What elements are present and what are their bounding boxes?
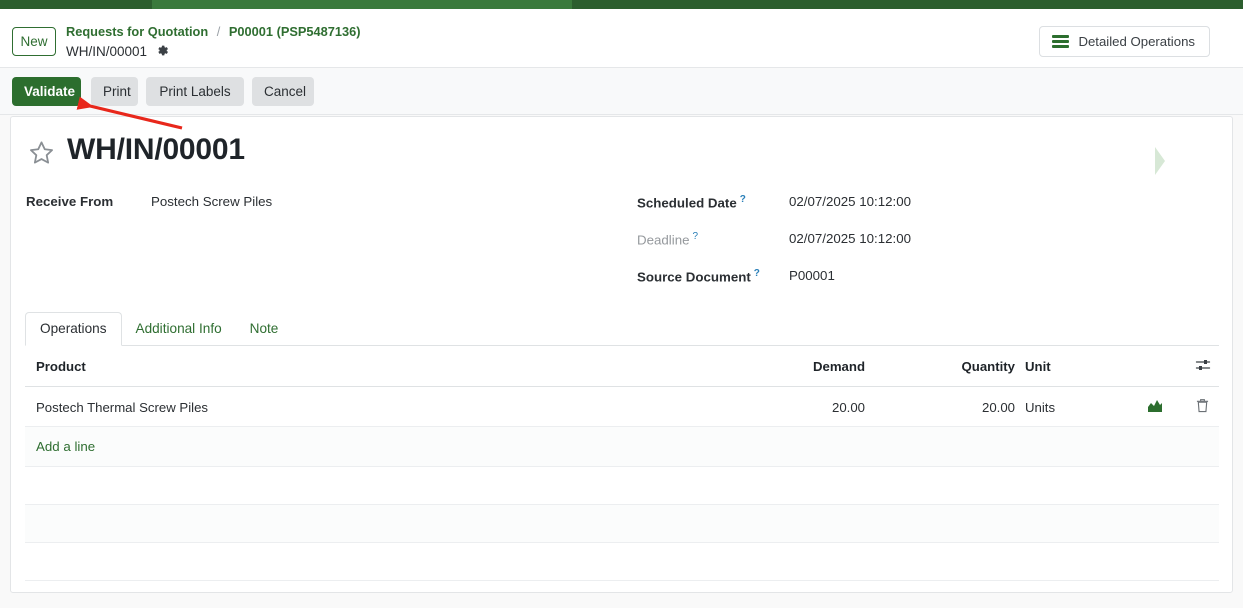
trash-icon [1196, 399, 1209, 416]
form-left-column: Receive From Postech Screw Piles [26, 192, 626, 229]
column-header-quantity[interactable]: Quantity [865, 346, 1015, 387]
field-deadline: Deadline? 02/07/2025 10:12:00 [637, 229, 1197, 266]
help-icon-source-document[interactable]: ? [753, 268, 760, 279]
field-label-deadline: Deadline? [637, 229, 789, 247]
breadcrumb-current-record: WH/IN/00001 [66, 44, 148, 59]
breadcrumb: Requests for Quotation / P00001 (PSP5487… [66, 23, 826, 62]
add-line-row[interactable]: Add a line [25, 426, 1219, 467]
add-line-cell[interactable]: Add a line [25, 426, 1219, 467]
table-row[interactable]: Postech Thermal Screw Piles 20.00 20.00 … [25, 386, 1219, 427]
star-outline-icon[interactable] [28, 139, 55, 171]
cell-unit[interactable]: Units [1015, 386, 1125, 427]
breadcrumb-bar: New Requests for Quotation / P00001 (PSP… [0, 9, 1243, 68]
field-label-source-document: Source Document? [637, 266, 789, 284]
validate-button[interactable]: Validate [12, 77, 81, 106]
help-icon-scheduled-date[interactable]: ? [739, 194, 746, 205]
breadcrumb-parent-link[interactable]: Requests for Quotation [66, 24, 209, 39]
field-label-text-source-document: Source Document [637, 269, 751, 285]
print-labels-button[interactable]: Print Labels [146, 77, 244, 106]
cell-quantity[interactable]: 20.00 [865, 386, 1015, 427]
app-top-bar [0, 0, 1243, 9]
add-a-line-link[interactable]: Add a line [36, 439, 96, 454]
field-receive-from: Receive From Postech Screw Piles [26, 192, 626, 229]
form-right-column: Scheduled Date? 02/07/2025 10:12:00 Dead… [637, 192, 1197, 303]
cell-demand[interactable]: 20.00 [685, 386, 865, 427]
field-label-text-scheduled-date: Scheduled Date [637, 195, 737, 211]
field-label-scheduled-date: Scheduled Date? [637, 192, 789, 210]
tab-additional-info[interactable]: Additional Info [135, 321, 222, 336]
breadcrumb-middle-link[interactable]: P00001 (PSP5487136) [228, 24, 361, 39]
detailed-operations-label: Detailed Operations [1078, 34, 1195, 49]
empty-cell [25, 466, 1219, 505]
tab-note[interactable]: Note [249, 321, 279, 336]
field-value-receive-from[interactable]: Postech Screw Piles [151, 194, 273, 209]
tab-operations[interactable]: Operations [25, 312, 122, 346]
field-source-document: Source Document? P00001 [637, 266, 1197, 303]
new-button[interactable]: New [12, 27, 56, 56]
print-button[interactable]: Print [91, 77, 138, 106]
field-value-deadline[interactable]: 02/07/2025 10:12:00 [789, 231, 912, 246]
delete-row-button[interactable] [1185, 386, 1219, 427]
page-title: WH/IN/00001 [67, 133, 245, 166]
sliders-settings-icon [1195, 360, 1211, 376]
field-value-scheduled-date[interactable]: 02/07/2025 10:12:00 [789, 194, 912, 209]
optional-columns-button[interactable] [1185, 346, 1219, 387]
empty-row [25, 466, 1219, 505]
empty-cell [25, 504, 1219, 543]
area-chart-icon [1147, 399, 1163, 416]
help-icon-deadline[interactable]: ? [692, 231, 699, 242]
field-value-source-document[interactable]: P00001 [789, 268, 835, 283]
column-header-forecast [1125, 346, 1185, 387]
record-sheet: WH/IN/00001 Receive From Postech Screw P… [10, 116, 1233, 593]
field-label-text-deadline: Deadline [637, 232, 690, 248]
column-header-product[interactable]: Product [25, 346, 685, 387]
cell-product[interactable]: Postech Thermal Screw Piles [25, 386, 685, 427]
control-panel: Validate Print Print Labels Cancel Draft… [0, 69, 1243, 175]
forecast-report-button[interactable] [1125, 386, 1185, 427]
list-bars-icon [1052, 35, 1070, 48]
empty-row [25, 542, 1219, 581]
breadcrumb-separator: / [216, 24, 221, 39]
notebook: Operations Additional Info Note Product … [25, 312, 1219, 581]
gear-icon[interactable] [156, 43, 169, 62]
notebook-tabs: Operations Additional Info Note [25, 312, 1219, 346]
app-active-tab-strip [152, 0, 572, 9]
column-header-unit[interactable]: Unit [1015, 346, 1125, 387]
empty-row [25, 504, 1219, 543]
field-label-receive-from: Receive From [26, 194, 114, 209]
table-header-row: Product Demand Quantity Unit [25, 346, 1219, 387]
column-header-demand[interactable]: Demand [685, 346, 865, 387]
empty-cell [25, 542, 1219, 581]
field-scheduled-date: Scheduled Date? 02/07/2025 10:12:00 [637, 192, 1197, 229]
detailed-operations-button[interactable]: Detailed Operations [1039, 26, 1210, 57]
operations-table: Product Demand Quantity Unit Postech The… [25, 346, 1219, 581]
cancel-button[interactable]: Cancel [252, 77, 314, 106]
